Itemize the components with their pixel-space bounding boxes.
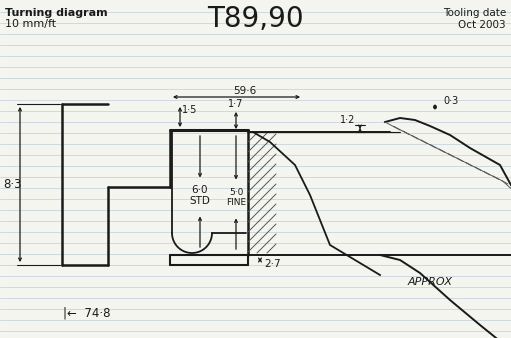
Text: 8·3: 8·3 — [3, 178, 21, 191]
Text: Tooling date
Oct 2003: Tooling date Oct 2003 — [443, 8, 506, 30]
Text: 5·0
FINE: 5·0 FINE — [226, 188, 246, 207]
Text: 6·0
STD: 6·0 STD — [190, 185, 211, 206]
Text: 2·7: 2·7 — [264, 259, 281, 269]
Text: T89,90: T89,90 — [206, 5, 304, 33]
Text: 0·3: 0·3 — [443, 96, 458, 106]
Text: 59·6: 59·6 — [233, 86, 256, 96]
Text: APPROX: APPROX — [407, 277, 453, 287]
Text: 1·5: 1·5 — [182, 105, 197, 115]
Text: |←  74·8: |← 74·8 — [63, 307, 110, 319]
Text: 10 mm/ft: 10 mm/ft — [5, 19, 56, 29]
Text: Turning diagram: Turning diagram — [5, 8, 108, 18]
Text: 1·7: 1·7 — [228, 99, 244, 109]
Text: 1·2: 1·2 — [340, 115, 356, 125]
